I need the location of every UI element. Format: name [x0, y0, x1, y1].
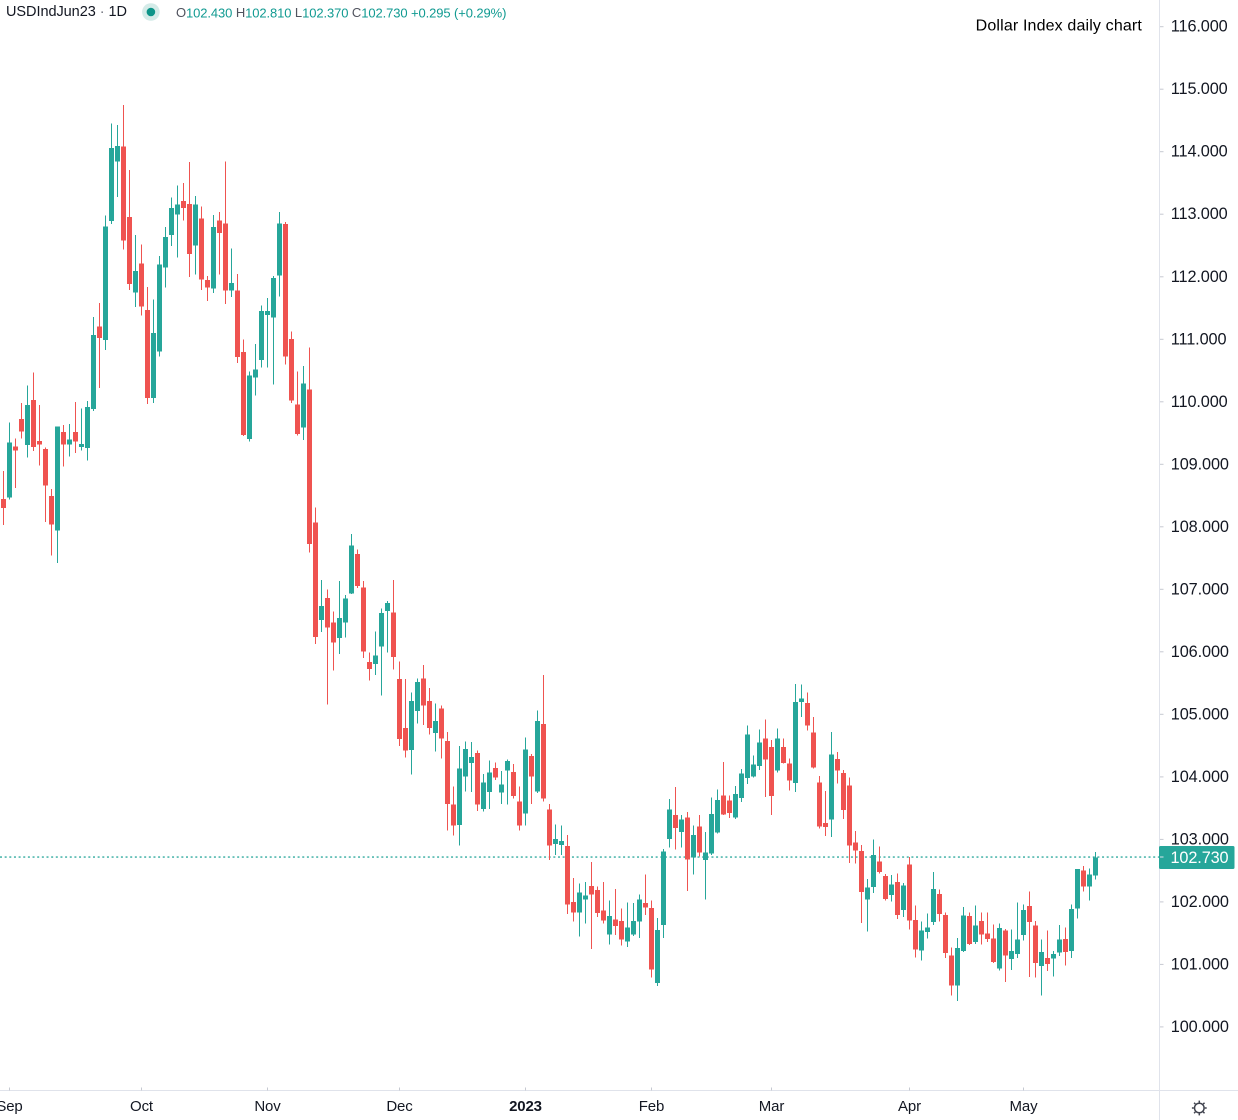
svg-text:109.000: 109.000: [1171, 455, 1229, 473]
svg-text:Feb: Feb: [639, 1098, 664, 1115]
svg-text:110.000: 110.000: [1171, 393, 1228, 411]
svg-text:Sep: Sep: [0, 1098, 23, 1115]
svg-text:Dollar Index daily chart: Dollar Index daily chart: [976, 18, 1143, 35]
svg-text:108.000: 108.000: [1171, 518, 1229, 536]
svg-text:113.000: 113.000: [1171, 205, 1228, 223]
svg-text:O102.430 H102.810 L102.370 C10: O102.430 H102.810 L102.370 C102.730 +0.2…: [176, 5, 506, 20]
svg-text:105.000: 105.000: [1171, 705, 1229, 723]
svg-text:111.000: 111.000: [1171, 330, 1227, 348]
svg-text:107.000: 107.000: [1171, 580, 1229, 598]
svg-text:101.000: 101.000: [1171, 955, 1229, 973]
svg-text:104.000: 104.000: [1171, 768, 1229, 786]
svg-text:Nov: Nov: [254, 1098, 281, 1115]
svg-text:Dec: Dec: [386, 1098, 413, 1115]
svg-text:Apr: Apr: [898, 1098, 921, 1115]
svg-text:116.000: 116.000: [1171, 18, 1228, 36]
svg-text:115.000: 115.000: [1171, 80, 1228, 98]
svg-text:May: May: [1010, 1098, 1039, 1115]
svg-text:106.000: 106.000: [1171, 643, 1229, 661]
svg-text:102.000: 102.000: [1171, 893, 1229, 911]
svg-text:112.000: 112.000: [1171, 268, 1228, 286]
svg-text:Oct: Oct: [130, 1098, 154, 1115]
svg-text:2023: 2023: [509, 1098, 542, 1115]
svg-text:Mar: Mar: [759, 1098, 785, 1115]
svg-text:103.000: 103.000: [1171, 830, 1229, 848]
svg-text:100.000: 100.000: [1171, 1018, 1229, 1036]
svg-text:114.000: 114.000: [1171, 143, 1228, 161]
svg-text:USDIndJun23 · 1D: USDIndJun23 · 1D: [6, 4, 127, 20]
svg-text:102.730: 102.730: [1170, 849, 1228, 867]
